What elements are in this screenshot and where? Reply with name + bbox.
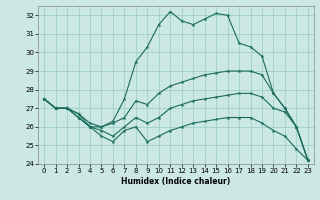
X-axis label: Humidex (Indice chaleur): Humidex (Indice chaleur)	[121, 177, 231, 186]
